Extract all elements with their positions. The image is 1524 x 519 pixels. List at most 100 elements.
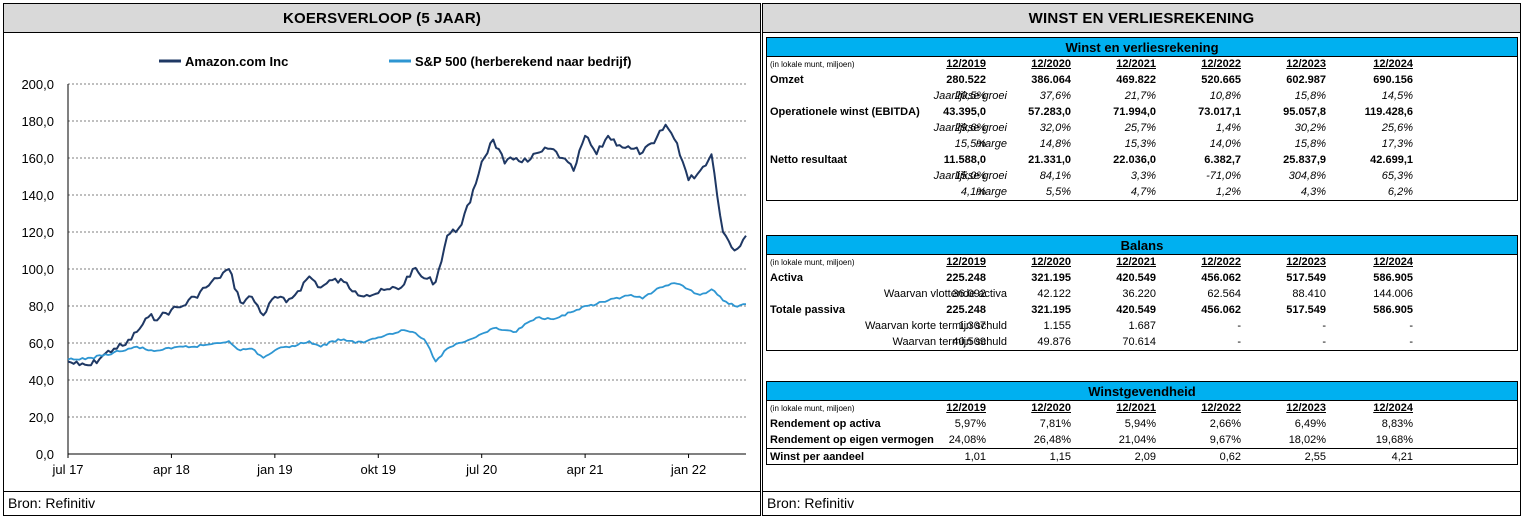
cell-value: 5,94% — [1124, 418, 1156, 430]
cell-value: 71.994,0 — [1113, 106, 1156, 118]
table-row: (in lokale munt, miljoen) 12/2019 12/2020 1… — [767, 57, 1517, 72]
table-row: Netto resultaat 11.588,0 21.331,0 22.036,0 6… — [767, 152, 1517, 168]
year-header: 12/2019 — [946, 402, 986, 414]
table-row: (in lokale munt, miljoen) 12/2019 12/2020 1… — [767, 255, 1517, 270]
x-tick-label: jul 20 — [465, 462, 497, 477]
cell-value: 14,0% — [1209, 138, 1241, 150]
y-tick-label: 20,0 — [29, 410, 54, 425]
cell-value: 21,04% — [1118, 434, 1156, 446]
cell-value: 6,2% — [1387, 186, 1413, 198]
table-row: Omzet 280.522 386.064 469.822 520.665 602.987… — [767, 72, 1517, 88]
cell-value: 2,55 — [1304, 451, 1326, 463]
table-row: Jaarlijkse groei 15,0% 84,1% 3,3% -71,0% 304,… — [767, 168, 1517, 184]
cell-value: 1,01 — [964, 451, 986, 463]
row-label: Rendement op eigen vermogen — [770, 434, 934, 446]
cell-value: 386.064 — [1031, 74, 1071, 86]
cell-value: 84,1% — [1039, 170, 1071, 182]
cell-value: 119.428,6 — [1364, 106, 1413, 118]
cell-value: - — [1237, 336, 1241, 348]
table-winstgevendheid: Winstgevendheid (in lokale munt, miljoen)… — [766, 381, 1518, 465]
legend-label: Amazon.com Inc — [185, 54, 288, 69]
cell-value: 4,21 — [1391, 451, 1413, 463]
cell-value: 22.036,0 — [1113, 154, 1156, 166]
x-tick-label: okt 19 — [361, 462, 396, 477]
cell-value: 15,3% — [1124, 138, 1156, 150]
cell-value: 4,1% — [960, 186, 986, 198]
table-balans: Balans (in lokale munt, miljoen) 12/2019 12… — [766, 235, 1518, 351]
row-label: Omzet — [770, 74, 804, 86]
cell-value: 225.248 — [946, 304, 986, 316]
year-header: 12/2023 — [1286, 402, 1326, 414]
cell-value: 14,5% — [1381, 90, 1413, 102]
table-row: (in lokale munt, miljoen) 12/2019 12/2020 1… — [767, 401, 1517, 416]
cell-value: 0,62 — [1219, 451, 1241, 463]
cell-value: - — [1322, 336, 1326, 348]
cell-value: 6,49% — [1294, 418, 1326, 430]
cell-value: 602.987 — [1286, 74, 1326, 86]
cell-value: 21.331,0 — [1028, 154, 1071, 166]
row-label: marge — [975, 138, 1007, 150]
row-label: Waarvan korte termijn schuld — [864, 320, 1007, 332]
cell-value: 25,7% — [1124, 122, 1156, 134]
table-row: Activa 225.248 321.195 420.549 456.062 517.54… — [767, 270, 1517, 286]
year-header: 12/2023 — [1286, 256, 1326, 268]
year-header: 12/2021 — [1116, 402, 1156, 414]
cell-value: 1,15 — [1049, 451, 1071, 463]
table-row: Waarvan vlottende activa 36.092 42.122 36.2… — [767, 286, 1517, 302]
table-row: Waarvan termijn schuld 40.509 49.876 70.614… — [767, 334, 1517, 350]
x-tick-label: apr 21 — [567, 462, 604, 477]
cell-value: 40.509 — [952, 336, 986, 348]
cell-value: - — [1237, 320, 1241, 332]
y-tick-label: 60,0 — [29, 336, 54, 351]
cell-value: - — [1409, 320, 1413, 332]
cell-value: 95.057,8 — [1283, 106, 1326, 118]
table-row: marge 4,1% 5,5% 4,7% 1,2% 4,3% 6,2% — [767, 184, 1517, 200]
cell-value: 15,0% — [954, 170, 986, 182]
cell-value: 42.122 — [1037, 288, 1071, 300]
cell-value: 469.822 — [1116, 74, 1156, 86]
cell-value: 15,8% — [1294, 138, 1326, 150]
cell-value: 7,81% — [1039, 418, 1071, 430]
row-label: Jaarlijkse groei — [933, 90, 1007, 102]
cell-value: 73.017,1 — [1198, 106, 1241, 118]
cell-value: 21,7% — [1124, 90, 1156, 102]
cell-value: 25,6% — [1381, 122, 1413, 134]
year-header: 12/2022 — [1201, 402, 1241, 414]
y-tick-label: 200,0 — [21, 77, 54, 92]
y-tick-label: 120,0 — [21, 225, 54, 240]
cell-value: 517.549 — [1286, 304, 1326, 316]
y-tick-label: 180,0 — [21, 114, 54, 129]
cell-value: 18,02% — [1288, 434, 1326, 446]
cell-value: 49.876 — [1037, 336, 1071, 348]
y-tick-label: 0,0 — [36, 447, 54, 462]
year-header: 12/2020 — [1031, 256, 1071, 268]
year-header: 12/2024 — [1373, 58, 1413, 70]
cell-value: 586.905 — [1373, 304, 1413, 316]
price-chart-panel: KOERSVERLOOP (5 JAAR) 0,0 20,0 40,0 60,0 80,… — [3, 3, 761, 516]
cell-value: 321.195 — [1031, 272, 1071, 284]
year-header: 12/2020 — [1031, 58, 1071, 70]
cell-value: 36.092 — [952, 288, 986, 300]
table-row: Jaarlijkse groei 20,5% 37,6% 21,7% 10,8% 15,8… — [767, 88, 1517, 104]
cell-value: 280.522 — [946, 74, 986, 86]
cell-value: 19,68% — [1375, 434, 1413, 446]
table-row: marge 15,5% 14,8% 15,3% 14,0% 15,8% 17,3% — [767, 136, 1517, 152]
row-label: Activa — [770, 272, 804, 284]
unit-note: (in lokale munt, miljoen) — [770, 258, 855, 267]
x-tick-label: apr 18 — [153, 462, 190, 477]
cell-value: 32,0% — [1039, 122, 1071, 134]
cell-value: 586.905 — [1373, 272, 1413, 284]
table-title: Winst en verliesrekening — [767, 38, 1517, 57]
year-header: 12/2020 — [1031, 402, 1071, 414]
cell-value: 1.307 — [958, 320, 986, 332]
cell-value: 62.564 — [1207, 288, 1241, 300]
y-tick-label: 100,0 — [21, 262, 54, 277]
table-title: Winstgevendheid — [767, 382, 1517, 401]
price-line-chart: 0,0 20,0 40,0 60,0 80,0 100,0 120,0 140,0 160,0 1… — [21, 54, 747, 477]
year-header: 12/2022 — [1201, 58, 1241, 70]
row-label: Jaarlijkse groei — [933, 170, 1007, 182]
cell-value: 29,6% — [954, 122, 986, 134]
table-row: Winst per aandeel 1,01 1,15 2,09 0,62 2,55 4,2… — [767, 448, 1517, 464]
cell-value: 4,7% — [1130, 186, 1156, 198]
y-tick-label: 40,0 — [29, 373, 54, 388]
